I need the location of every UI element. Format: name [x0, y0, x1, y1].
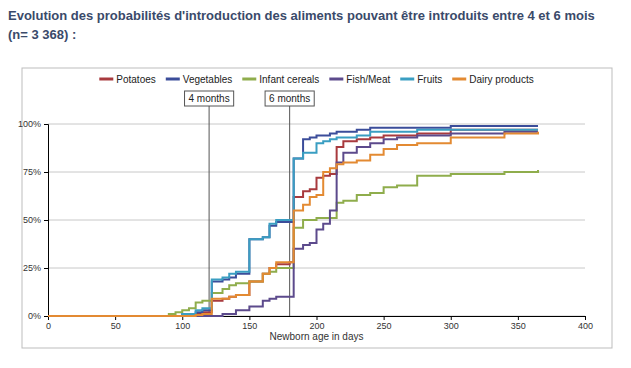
legend-label: Vegetables — [183, 74, 233, 85]
x-tick-label: 350 — [511, 321, 526, 331]
grid-line — [48, 268, 585, 269]
x-tick-label: 50 — [111, 321, 121, 331]
series-line — [48, 130, 538, 316]
x-tick-mark — [384, 316, 385, 320]
x-tick-label: 0 — [46, 321, 51, 331]
legend-label: Fish/Meat — [346, 74, 390, 85]
annotation-box — [185, 91, 234, 106]
legend-item: Vegetables — [166, 74, 233, 85]
y-tick-mark — [44, 268, 48, 269]
chart-frame — [22, 68, 612, 348]
x-tick-mark — [585, 316, 586, 320]
legend-label: Dairy products — [469, 74, 533, 85]
annotation-label: 4 months — [189, 93, 230, 104]
x-tick-label: 100 — [175, 321, 190, 331]
y-tick: 75% — [23, 167, 48, 177]
y-axis-line — [44, 125, 49, 317]
x-tick-label: 250 — [377, 321, 392, 331]
x-tick-label: 300 — [444, 321, 459, 331]
x-tick: 100 — [175, 316, 190, 331]
x-axis-line — [49, 317, 586, 321]
plot-area — [48, 126, 538, 316]
x-tick: 0 — [46, 316, 51, 331]
y-tick-label: 100% — [18, 119, 41, 129]
y-tick-mark — [44, 316, 48, 317]
x-tick: 400 — [578, 316, 593, 331]
legend-label: Infant cereals — [259, 74, 319, 85]
y-tick-mark — [44, 172, 48, 173]
x-tick: 250 — [377, 316, 392, 331]
legend-item: Potatoes — [99, 74, 155, 85]
y-axis: 0% 25% 50% 75% 100% — [18, 119, 49, 321]
y-tick-mark — [44, 220, 48, 221]
y-tick-mark — [44, 124, 48, 125]
x-tick-mark — [317, 316, 318, 320]
legend-label: Fruits — [417, 74, 442, 85]
y-tick: 25% — [23, 263, 48, 273]
grid-line — [48, 124, 585, 125]
series-line — [48, 132, 538, 316]
legend-item: Dairy products — [452, 74, 533, 85]
legend: Potatoes Vegetables Infant cereals Fish/Mea… — [99, 74, 533, 85]
x-axis: 0 50 100 150 200 250 300 350 400 — [46, 316, 593, 331]
annotation-box — [265, 91, 314, 106]
series-line — [48, 130, 538, 316]
x-tick: 50 — [111, 316, 121, 331]
x-tick: 350 — [511, 316, 526, 331]
legend-swatch — [452, 78, 466, 81]
x-tick-label: 200 — [309, 321, 324, 331]
x-tick-mark — [518, 316, 519, 320]
legend-item: Infant cereals — [242, 74, 319, 85]
legend-swatch — [242, 78, 256, 81]
legend-item: Fruits — [400, 74, 442, 85]
y-tick: 100% — [18, 119, 48, 129]
legend-swatch — [166, 78, 180, 81]
x-tick: 200 — [309, 316, 324, 331]
chart: 0 50 100 150 200 250 300 350 400 0% 25% 50% 75% 100% N… — [0, 0, 631, 368]
y-tick-label: 75% — [23, 167, 41, 177]
x-tick-mark — [451, 316, 452, 320]
y-tick-label: 25% — [23, 263, 41, 273]
y-tick: 50% — [23, 215, 48, 225]
x-tick: 300 — [444, 316, 459, 331]
legend-item: Fish/Meat — [329, 74, 390, 85]
x-axis-title: Newborn age in days — [270, 331, 364, 342]
y-tick: 0% — [28, 311, 48, 321]
title: Evolution des probabilités d'introductio… — [8, 6, 598, 44]
x-tick-mark — [249, 316, 250, 320]
x-tick-label: 400 — [578, 321, 593, 331]
legend-label: Potatoes — [116, 74, 155, 85]
annotation-line — [209, 106, 210, 316]
grid — [48, 124, 585, 316]
series-line — [48, 126, 538, 316]
x-tick-label: 150 — [242, 321, 257, 331]
annotation-label: 6 months — [269, 93, 310, 104]
legend-swatch — [329, 78, 343, 81]
y-tick-label: 50% — [23, 215, 41, 225]
legend-swatch — [99, 78, 113, 81]
legend-swatch — [400, 78, 414, 81]
x-tick: 150 — [242, 316, 257, 331]
annotation-line — [289, 106, 290, 316]
y-tick-label: 0% — [28, 311, 41, 321]
